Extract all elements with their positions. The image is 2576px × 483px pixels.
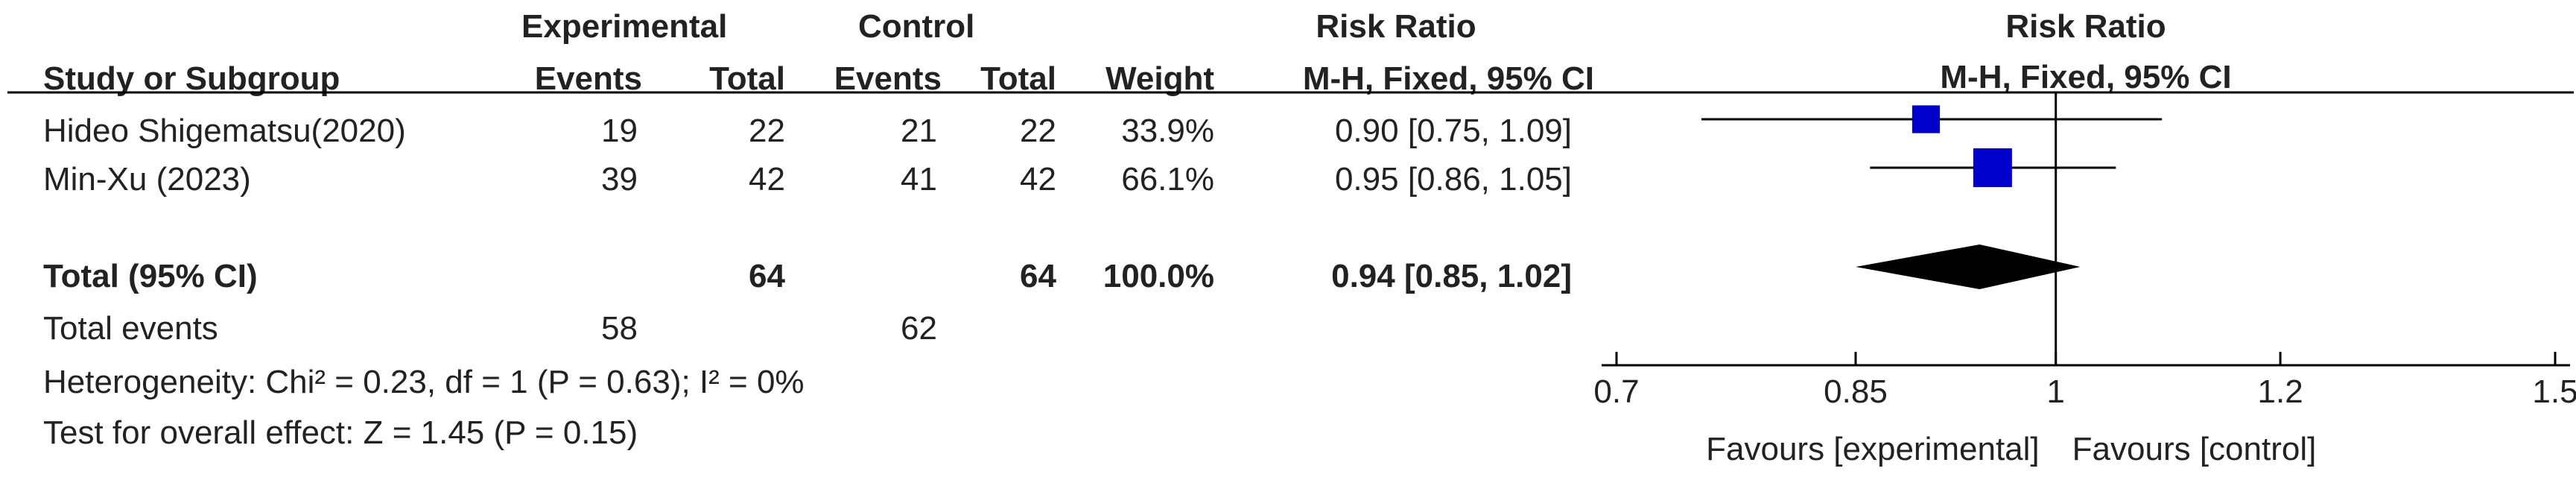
total-events-label: Total events	[43, 310, 218, 347]
ctl-total-cell: 22	[1020, 113, 1056, 149]
total-weight: 100.0%	[1103, 258, 1214, 294]
weight-cell: 66.1%	[1121, 161, 1214, 198]
study-name: Min-Xu (2023)	[43, 161, 251, 198]
total-exp-total: 64	[749, 258, 785, 294]
weight-header: Weight	[1105, 60, 1214, 97]
study-markers	[1701, 105, 2163, 187]
study-column-header: Study or Subgroup	[43, 60, 340, 97]
total-row: Total (95% CI) 64 64 100.0% 0.94 [0.85, …	[43, 258, 1572, 294]
total-events-exp: 58	[601, 310, 638, 347]
experimental-group-header: Experimental	[521, 8, 727, 45]
pooled-diamond	[1855, 244, 2081, 289]
exp-total-cell: 22	[749, 113, 785, 149]
study-row: Min-Xu (2023) 39 42 41 42 66.1% 0.95 [0.…	[43, 161, 1572, 198]
favours-experimental-label: Favours [experimental]	[1706, 431, 2040, 467]
ctl-events-cell: 21	[901, 113, 937, 149]
x-tick-label: 1.2	[2258, 373, 2303, 410]
plot-method-header: M-H, Fixed, 95% CI	[1940, 59, 2231, 95]
forest-plot: 0.7 0.85 1 1.2 1.5 Favours [experimental] Fa…	[1593, 92, 2576, 467]
control-group-header: Control	[858, 8, 974, 45]
exp-events-cell: 19	[601, 113, 638, 149]
x-tick-label: 0.7	[1593, 373, 1639, 410]
overall-effect-text: Test for overall effect: Z = 1.45 (P = 0…	[43, 414, 638, 451]
column-headers: Study or Subgroup Events Total Events To…	[43, 59, 2232, 97]
x-axis-ticks: 0.7 0.85 1 1.2 1.5	[1593, 352, 2576, 410]
total-events-row: Total events 58 62	[43, 310, 937, 347]
heterogeneity-text: Heterogeneity: Chi² = 0.23, df = 1 (P = …	[43, 364, 805, 400]
risk-ratio-header: Risk Ratio	[1316, 8, 1476, 45]
exp-events-cell: 39	[601, 161, 638, 198]
ctl-total-cell: 42	[1020, 161, 1056, 198]
x-tick-label: 1	[2046, 373, 2064, 410]
total-ci: 0.94 [0.85, 1.02]	[1331, 258, 1572, 294]
x-tick-label: 1.5	[2532, 373, 2576, 410]
exp-events-header: Events	[535, 60, 642, 97]
total-label: Total (95% CI)	[43, 258, 258, 294]
exp-total-header: Total	[709, 60, 785, 97]
method-header: M-H, Fixed, 95% CI	[1303, 60, 1594, 97]
favours-control-label: Favours [control]	[2072, 431, 2317, 467]
ctl-total-header: Total	[980, 60, 1056, 97]
plot-title: Risk Ratio	[2005, 8, 2166, 45]
ci-cell: 0.95 [0.86, 1.05]	[1335, 161, 1572, 198]
study-name: Hideo Shigematsu(2020)	[43, 113, 406, 149]
ctl-events-cell: 41	[901, 161, 937, 198]
x-tick-label: 0.85	[1824, 373, 1888, 410]
ctl-events-header: Events	[834, 60, 942, 97]
ci-cell: 0.90 [0.75, 1.09]	[1335, 113, 1572, 149]
study-point-marker	[1912, 105, 1941, 133]
study-row: Hideo Shigematsu(2020) 19 22 21 22 33.9%…	[43, 113, 1572, 149]
study-point-marker	[1973, 148, 2012, 187]
total-events-ctl: 62	[901, 310, 937, 347]
exp-total-cell: 42	[749, 161, 785, 198]
weight-cell: 33.9%	[1121, 113, 1214, 149]
total-ctl-total: 64	[1020, 258, 1056, 294]
